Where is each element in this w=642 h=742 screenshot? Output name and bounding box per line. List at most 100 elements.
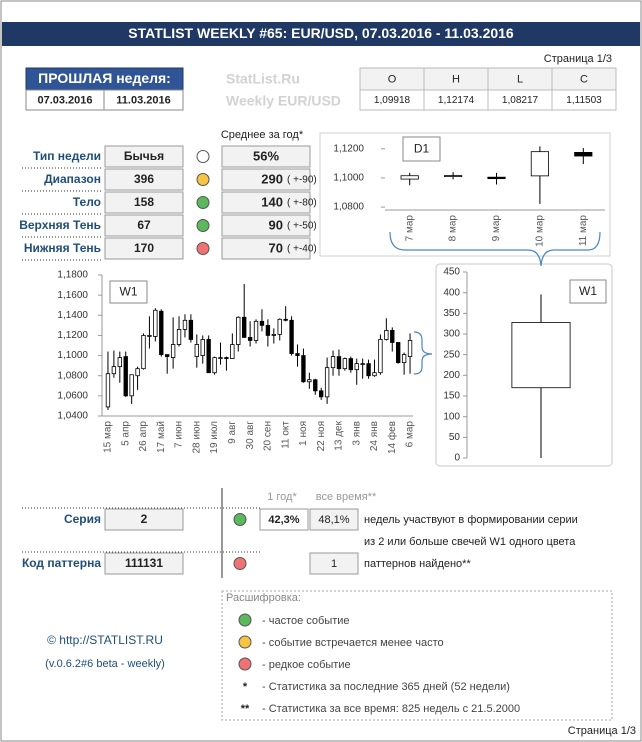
status-dot <box>238 657 252 671</box>
candle-body <box>153 309 158 337</box>
label: 1,12174 <box>438 95 475 106</box>
candle-body <box>188 319 194 340</box>
candle-body <box>236 316 241 345</box>
cell <box>104 214 184 237</box>
candle-body <box>444 175 463 177</box>
label: 1 год* <box>267 491 297 503</box>
status-dot <box>238 635 252 649</box>
y-tick-label: 1,1200 <box>57 330 88 341</box>
candle-body <box>384 329 389 340</box>
label: Тело <box>73 195 101 209</box>
y-tick-label: 1,1400 <box>57 310 88 321</box>
candle-body <box>159 310 164 355</box>
x-tick-label: 13 дек <box>334 420 345 450</box>
x-tick-label: 28 июн <box>191 421 202 454</box>
label: C <box>580 73 588 85</box>
label: L <box>517 73 523 85</box>
label: - Статистика за последние 365 дней (52 н… <box>262 681 510 693</box>
label: Диапазон <box>44 172 101 186</box>
y-tick-label: 300 <box>443 329 460 340</box>
label: Среднее за год* <box>221 129 304 141</box>
cell <box>309 552 359 575</box>
brace <box>389 231 601 267</box>
status-dot <box>233 557 247 570</box>
candle-body <box>111 366 117 375</box>
label: 2 <box>141 512 148 526</box>
candle-body <box>400 175 419 180</box>
status-dot <box>196 242 210 255</box>
x-tick-label: 9 мар <box>491 215 502 242</box>
cell <box>104 145 184 168</box>
candle-body <box>348 358 353 371</box>
y-tick-label: 200 <box>443 370 460 381</box>
candle-body <box>324 367 330 398</box>
cell <box>103 89 184 111</box>
y-tick-label: 350 <box>443 308 460 319</box>
chart-label: W1 <box>120 285 138 299</box>
label: Расшифровка: <box>226 592 301 604</box>
y-tick-label: 1,1800 <box>57 270 88 281</box>
candle-body <box>247 337 253 341</box>
label: ( +-50) <box>287 221 317 232</box>
cell <box>104 237 184 260</box>
x-tick-label: 8 мар <box>448 215 459 242</box>
candle-body <box>182 319 188 330</box>
label: 111131 <box>125 556 163 570</box>
cell <box>104 552 184 575</box>
candle-body <box>242 316 247 338</box>
cell <box>221 168 311 191</box>
candle-body <box>574 151 593 157</box>
candle-body <box>330 356 336 369</box>
candle-body <box>277 318 282 335</box>
label: (v.0.6.2#6 beta - weekly) <box>45 658 165 670</box>
candle-body <box>147 335 152 337</box>
label: 11.03.2016 <box>116 94 170 106</box>
label: 70 <box>269 240 283 255</box>
y-tick-label: 50 <box>449 432 461 443</box>
candle-body <box>170 344 176 358</box>
label: H <box>452 73 460 85</box>
label: все время** <box>316 491 377 503</box>
cell <box>551 89 617 111</box>
label: ( +-90) <box>287 175 317 186</box>
label: 1 <box>331 558 337 570</box>
chart-label-box <box>569 279 607 304</box>
label: O <box>388 73 397 85</box>
watermark: Weekly EUR/USD <box>226 93 341 109</box>
title: STATLIST WEEKLY #65: EUR/USD, 07.03.2016… <box>128 25 514 41</box>
candle-body <box>194 344 199 357</box>
candle-body <box>401 354 407 364</box>
x-tick-label: 22 ноя <box>316 421 327 451</box>
label: из 2 или больше свечей W1 одного цвета <box>364 536 576 548</box>
candle-body <box>396 342 401 364</box>
label: 140 <box>261 194 283 209</box>
x-tick-label: 7 июн <box>174 421 185 448</box>
candle-body <box>129 374 134 397</box>
label: недель участвуют в формировании серии <box>364 514 578 526</box>
candle-body <box>319 390 324 398</box>
label: Бычья <box>124 149 164 163</box>
x-tick-label: 5 апр <box>120 421 131 446</box>
candle-body <box>313 379 318 392</box>
x-tick-label: 10 мар <box>535 215 546 247</box>
cell <box>104 508 184 531</box>
y-tick-label: 1,1000 <box>333 173 364 184</box>
chart-label-box <box>109 280 148 304</box>
label: 90 <box>269 217 283 232</box>
candle-body <box>176 328 182 345</box>
x-tick-label: 17 май <box>156 421 167 453</box>
candle-body <box>265 324 271 336</box>
label: ( +-40) <box>287 244 317 255</box>
y-tick-label: 1,1200 <box>333 143 364 154</box>
cell <box>221 191 311 214</box>
label: 48,1% <box>318 514 349 526</box>
status-dot <box>196 150 210 163</box>
label: 290 <box>261 171 283 186</box>
candle-body <box>165 354 170 357</box>
candle-body <box>301 355 306 383</box>
candle-body <box>206 339 211 374</box>
y-tick-label: 0 <box>454 453 460 464</box>
x-tick-label: 30 авг <box>245 421 256 450</box>
y-tick-label: 1,0600 <box>57 390 88 401</box>
label: 1,11503 <box>566 95 602 106</box>
